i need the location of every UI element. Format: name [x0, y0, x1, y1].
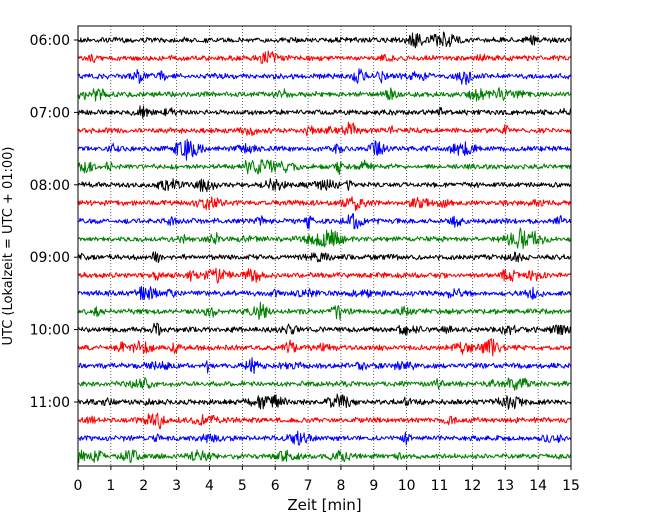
x-tick-label: 8 [336, 478, 345, 494]
x-tick-label: 15 [562, 478, 580, 494]
y-tick-label: 06:00 [30, 33, 70, 49]
trace-1145 [77, 449, 572, 464]
y-tick-label: 08:00 [30, 178, 70, 194]
x-tick-label: 3 [172, 478, 181, 494]
trace-0745 [77, 159, 572, 175]
y-tick-label: 09:00 [30, 250, 70, 266]
x-tick-label: 7 [304, 478, 313, 494]
trace-1015 [77, 338, 572, 357]
trace-0930 [77, 286, 572, 301]
trace-1000 [77, 322, 572, 336]
trace-0815 [77, 196, 572, 211]
trace-0700 [77, 105, 572, 119]
x-tick-label: 5 [238, 478, 247, 494]
x-axis-ticks: 0 1 2 3 4 5 6 7 8 9 10 11 12 13 14 15 [74, 466, 580, 494]
trace-1115 [77, 412, 572, 430]
trace-1045 [78, 377, 572, 391]
y-tick-label: 07:00 [30, 105, 70, 121]
plot-frame [77, 25, 572, 467]
x-tick-label: 0 [74, 478, 83, 494]
x-tick-label: 12 [463, 478, 481, 494]
trace-0800 [77, 178, 572, 193]
trace-0830 [77, 213, 572, 230]
x-tick-label: 14 [529, 478, 547, 494]
x-tick-label: 4 [205, 478, 214, 494]
x-tick-label: 6 [271, 478, 280, 494]
trace-0600 [77, 31, 572, 49]
x-axis-label: Zeit [min] [287, 496, 361, 514]
trace-0730 [77, 138, 572, 161]
y-tick-label: 10:00 [30, 323, 70, 339]
x-tick-label: 9 [369, 478, 378, 494]
trace-1100 [77, 393, 572, 410]
x-tick-label: 11 [431, 478, 449, 494]
x-tick-label: 2 [139, 478, 148, 494]
x-tick-label: 1 [106, 478, 115, 494]
y-tick-label: 11:00 [30, 395, 70, 411]
trace-0900 [77, 251, 572, 264]
seismic-traces [77, 31, 572, 464]
trace-0630 [77, 68, 572, 86]
y-axis-label: UTC (Lokalzeit = UTC + 01:00) [1, 147, 16, 346]
x-tick-label: 13 [496, 478, 514, 494]
trace-0615 [77, 50, 572, 64]
x-tick-label: 10 [398, 478, 416, 494]
trace-0915 [77, 267, 572, 284]
trace-1030 [77, 357, 572, 374]
trace-0645 [77, 87, 572, 102]
trace-0945 [77, 301, 572, 321]
trace-0715 [77, 121, 572, 137]
x-grid-lines [110, 26, 539, 466]
trace-0845 [78, 227, 572, 250]
trace-1130 [77, 430, 572, 446]
y-axis-ticks: 06:00 07:00 08:00 09:00 10:00 11:00 [30, 33, 78, 411]
